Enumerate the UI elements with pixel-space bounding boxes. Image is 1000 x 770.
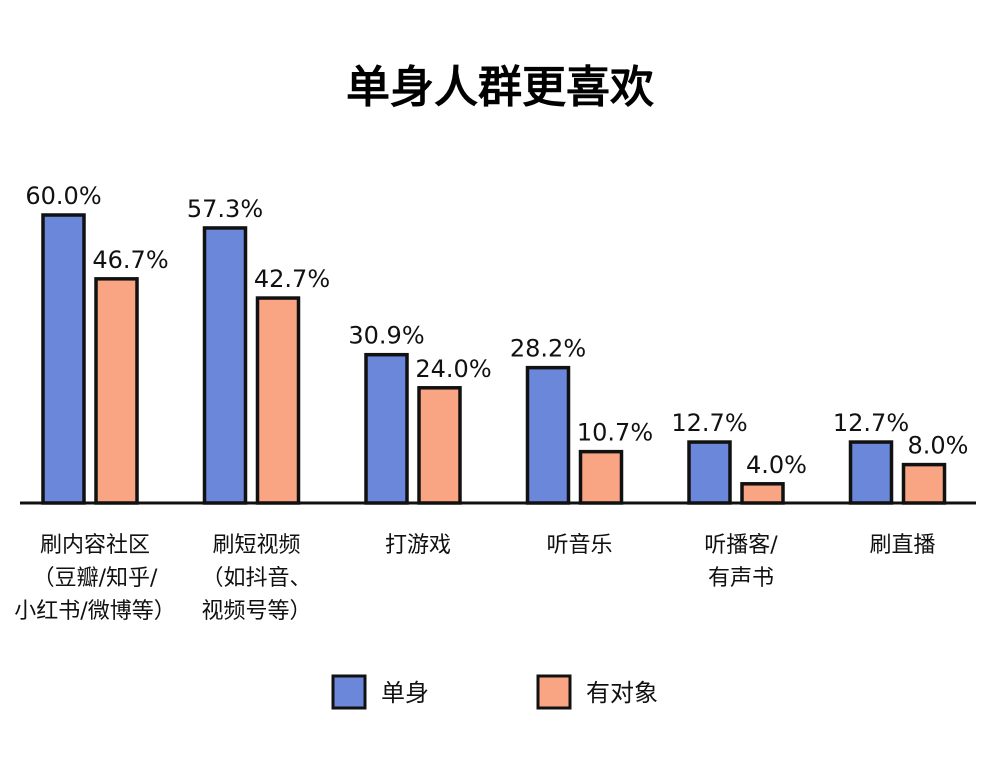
category-label-1-line-2: （豆瓣/知乎/ — [33, 566, 158, 591]
legend: 单身 有对象 — [331, 674, 658, 710]
value-label-single-6: 12.7% — [833, 409, 909, 437]
category-label-5-line-2: 有声书 — [708, 566, 774, 591]
legend-swatch-partnered — [536, 674, 572, 710]
bar-partnered-5 — [740, 482, 785, 505]
value-label-single-4: 28.2% — [510, 335, 586, 363]
category-label-2-line-2: （如抖音、 — [201, 566, 311, 591]
legend-label-partnered: 有对象 — [586, 679, 658, 707]
value-label-partnered-3: 24.0% — [415, 355, 491, 383]
value-label-partnered-2: 42.7% — [254, 265, 330, 293]
category-label-3-line-1: 打游戏 — [385, 533, 451, 558]
category-label-4-line-1: 听音乐 — [546, 533, 612, 558]
bar-partnered-4 — [578, 449, 624, 505]
bar-single-1 — [41, 213, 86, 505]
category-label-1-line-1: 刷内容社区 — [40, 533, 150, 558]
bar-single-4 — [525, 365, 571, 505]
value-label-single-2: 57.3% — [187, 195, 263, 223]
bars-group — [41, 213, 947, 505]
bar-single-5 — [687, 440, 732, 505]
category-labels-group: 刷内容社区 （豆瓣/知乎/小红书/微博等） 刷短视频 （如抖音、视频号等） 打游戏 听音乐… — [14, 533, 935, 624]
bar-partnered-3 — [417, 386, 462, 505]
value-label-partnered-1: 46.7% — [92, 246, 168, 274]
chart-title: 单身人群更喜欢 — [346, 62, 654, 113]
value-label-partnered-4: 10.7% — [577, 419, 653, 447]
value-label-single-3: 30.9% — [348, 322, 424, 350]
category-label-2-line-1: 刷短视频 — [212, 533, 300, 558]
value-labels-group: 60.0% 46.7% 57.3% 42.7% 30.9% 24.0% 28.2% 10.7%… — [25, 182, 968, 479]
value-label-partnered-6: 8.0% — [908, 432, 969, 460]
value-label-single-5: 12.7% — [671, 409, 747, 437]
category-label-2-line-3: 视频号等） — [201, 599, 311, 624]
value-label-partnered-5: 4.0% — [746, 451, 807, 479]
bar-single-3 — [364, 352, 409, 505]
value-label-single-1: 60.0% — [25, 182, 101, 210]
bar-partnered-2 — [255, 296, 301, 505]
legend-swatch-single — [331, 674, 367, 710]
category-label-5-line-1: 听播客/ — [704, 533, 778, 558]
bar-single-6 — [848, 440, 894, 505]
category-label-6-line-1: 刷直播 — [869, 533, 935, 558]
bar-single-2 — [202, 226, 248, 505]
bar-partnered-6 — [901, 462, 947, 505]
bar-partnered-1 — [94, 277, 139, 505]
category-label-1-line-3: 小红书/微博等） — [14, 599, 175, 624]
legend-label-single: 单身 — [381, 679, 429, 707]
